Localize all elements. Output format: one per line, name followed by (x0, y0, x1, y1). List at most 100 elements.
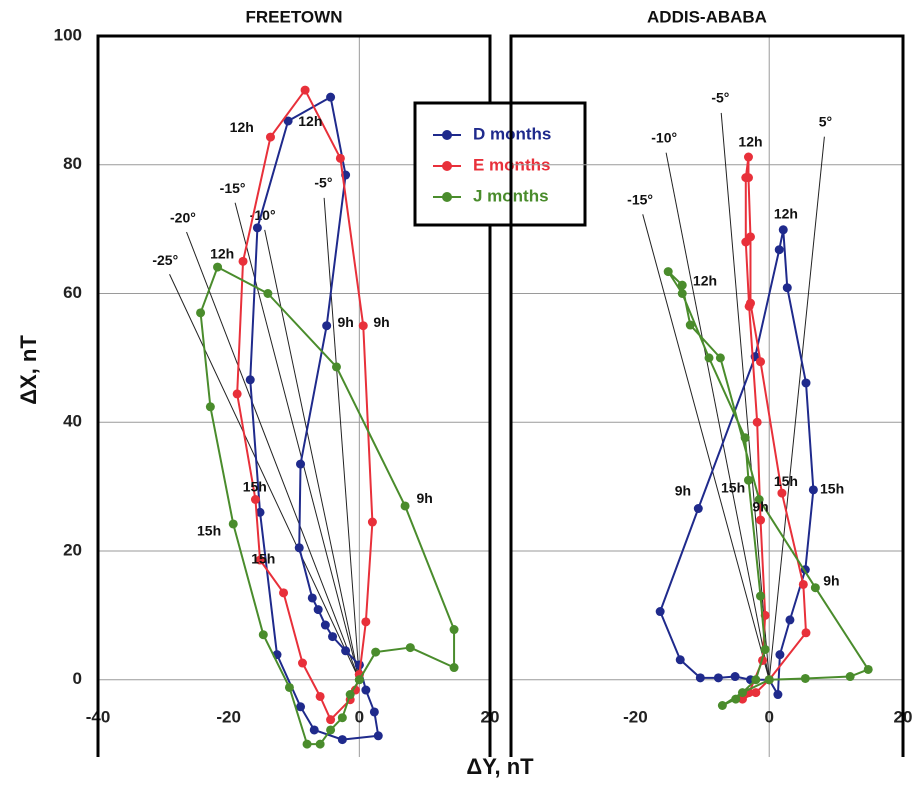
angle-line (323, 197, 360, 680)
data-point (373, 731, 383, 741)
data-point (801, 378, 811, 388)
data-point (322, 321, 332, 331)
angle-label: -10° (651, 130, 677, 146)
legend-marker (442, 130, 452, 140)
data-point (760, 644, 770, 654)
time-label: 12h (298, 113, 322, 129)
series-line (236, 89, 374, 721)
data-point (751, 688, 761, 698)
panel-frame (509, 34, 905, 757)
legend-marker (442, 192, 452, 202)
data-point (775, 650, 785, 660)
data-point (369, 707, 379, 717)
data-point (313, 605, 323, 615)
data-point (302, 739, 312, 749)
data-point (307, 593, 317, 603)
data-point (228, 519, 238, 529)
data-point (265, 132, 275, 142)
data-point (800, 673, 810, 683)
data-point (773, 690, 783, 700)
y-tick-label: 40 (63, 412, 82, 431)
data-point (677, 280, 687, 290)
data-point (740, 433, 750, 443)
y-tick-label: 100 (54, 25, 82, 44)
data-point (685, 320, 695, 330)
x-tick-label: 0 (355, 707, 364, 726)
data-point (756, 357, 766, 367)
time-label: 9h (752, 499, 768, 515)
data-point (655, 607, 665, 617)
angle-line (768, 136, 825, 680)
data-point (345, 690, 355, 700)
data-point (764, 675, 774, 685)
time-label: 15h (820, 481, 844, 497)
y-tick-label: 80 (63, 154, 82, 173)
data-point (294, 543, 304, 553)
angle-label: 5° (819, 113, 832, 129)
data-point (801, 628, 811, 638)
data-point (863, 664, 873, 674)
data-point (782, 283, 792, 293)
time-label: 9h (675, 482, 691, 498)
y-tick-label: 20 (63, 540, 82, 559)
data-point (205, 402, 215, 412)
panel-title: FREETOWN (246, 7, 343, 26)
angle-line (665, 152, 770, 680)
data-point (232, 389, 242, 399)
data-point (296, 459, 306, 469)
x-tick-label: -20 (623, 707, 648, 726)
data-point (677, 289, 687, 298)
data-point (252, 223, 262, 233)
time-label: 12h (210, 246, 234, 262)
data-point (713, 673, 723, 683)
time-label: 12h (693, 273, 717, 289)
data-point (300, 85, 310, 95)
time-label: 9h (823, 573, 839, 589)
time-label: 9h (337, 314, 353, 330)
data-point (715, 353, 725, 363)
data-point (326, 92, 336, 102)
data-point (250, 495, 260, 504)
data-point (751, 675, 761, 685)
data-point (449, 663, 459, 673)
data-point (798, 579, 808, 589)
data-point (238, 256, 248, 266)
data-point (752, 417, 762, 427)
data-point (255, 555, 265, 565)
angle-label: -5° (314, 175, 332, 191)
data-point (845, 672, 855, 682)
data-point (743, 152, 753, 162)
legend-marker (442, 161, 452, 171)
y-tick-label: 60 (63, 283, 82, 302)
y-tick-label: 0 (73, 669, 82, 688)
data-point (337, 735, 347, 745)
data-point (361, 617, 371, 627)
data-point (335, 153, 345, 163)
time-label: 12h (774, 206, 798, 222)
data-point (741, 237, 751, 247)
panel-frame (96, 34, 492, 757)
angle-line (264, 229, 360, 680)
data-point (737, 688, 747, 698)
data-point (245, 375, 255, 385)
data-point (296, 702, 306, 712)
data-point (743, 475, 753, 485)
data-point (315, 691, 325, 701)
data-point (777, 488, 787, 498)
data-point (400, 501, 410, 511)
angle-label: -10° (250, 207, 276, 223)
data-point (675, 655, 685, 665)
data-point (693, 504, 703, 514)
time-label: 12h (738, 134, 762, 150)
data-point (326, 715, 336, 725)
data-point (213, 262, 223, 272)
angle-line (720, 112, 770, 680)
angle-label: -15° (220, 180, 246, 196)
panel-title: ADDIS-ABABA (647, 7, 767, 26)
data-point (354, 675, 364, 685)
data-point (785, 615, 795, 625)
data-point (258, 630, 268, 640)
angle-label: -5° (711, 90, 729, 106)
x-tick-label: -20 (216, 707, 241, 726)
angle-line (234, 202, 360, 680)
